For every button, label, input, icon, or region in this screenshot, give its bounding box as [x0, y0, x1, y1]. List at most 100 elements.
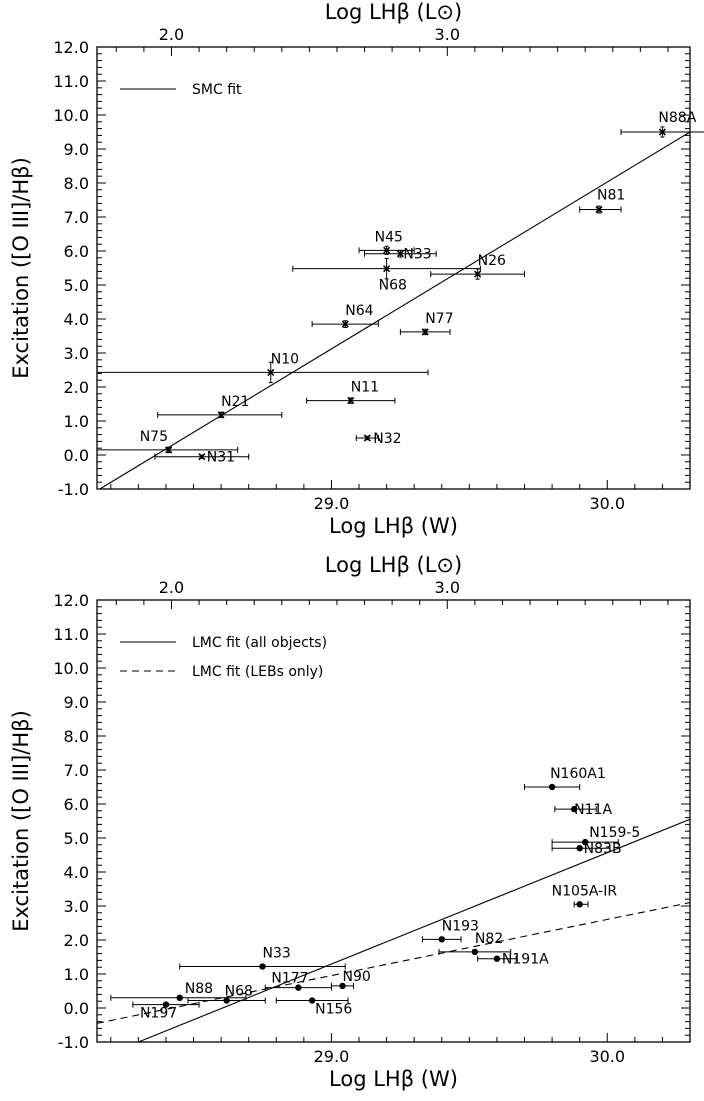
x2-tick-label: 2.0	[159, 25, 184, 44]
point-marker-dot	[576, 901, 583, 908]
point-label: N193	[442, 918, 479, 934]
data-point: N177	[264, 971, 332, 991]
y-axis-label: Excitation ([O III]/Hβ)	[9, 710, 33, 932]
data-point: N45	[358, 229, 415, 255]
x-axis-label: Log LHβ (W)	[329, 514, 458, 538]
point-label: N197	[140, 1006, 177, 1022]
legend-label: SMC fit	[192, 82, 242, 98]
x2-tick-label: 2.0	[159, 578, 184, 597]
data-point: N10	[96, 351, 429, 384]
lmc-excitation-chart: -1.0 0.0 1.0 2.0 3.0 4.0 5.0 6.0 7.0 8.0 9.0 10.0 11…	[9, 553, 691, 1091]
point-label: N83B	[584, 841, 622, 857]
data-point: N31	[154, 450, 250, 466]
y-tick-label: -1.0	[58, 1033, 89, 1052]
data-point: N68	[187, 984, 266, 1004]
data-point: N81	[579, 188, 625, 214]
y-tick-label: 3.0	[64, 344, 89, 363]
point-label: N68	[379, 278, 407, 294]
fit-line-solid	[138, 818, 690, 1042]
data-point: N156	[275, 997, 352, 1018]
point-label: N31	[207, 450, 235, 466]
data-point: N26	[430, 253, 526, 280]
point-marker-x	[347, 397, 355, 405]
point-label: N88A	[658, 110, 696, 126]
x2-tick-label: 3.0	[435, 578, 460, 597]
data-point: N197	[132, 1001, 200, 1022]
point-marker-dot	[176, 994, 183, 1001]
y-tick-label: 6.0	[64, 795, 89, 814]
data-point: N88A	[620, 110, 704, 138]
point-marker-x	[363, 434, 371, 442]
y-tick-label: -1.0	[58, 480, 89, 499]
point-label: N77	[425, 311, 453, 327]
y-tick-label: 8.0	[64, 174, 89, 193]
fit-line-solid	[98, 131, 690, 489]
fit-line-dashed	[97, 902, 690, 1024]
y-tick-label: 2.0	[64, 378, 89, 397]
data-point: N191A	[477, 952, 549, 968]
y-tick-label: 2.0	[64, 931, 89, 950]
data-point: N64	[311, 303, 379, 328]
y-tick-label: 9.0	[64, 693, 89, 712]
point-label: N68	[225, 984, 253, 1000]
x-tick-label: 30.0	[589, 494, 625, 513]
point-label: N33	[403, 247, 431, 263]
point-label: N156	[315, 1002, 352, 1018]
legend-label: LMC fit (LEBs only)	[192, 664, 323, 680]
plot-frame	[96, 599, 691, 1043]
point-marker-x	[198, 453, 206, 461]
y-tick-label: 11.0	[53, 625, 89, 644]
point-label: N26	[478, 253, 506, 269]
data-point: N83B	[551, 841, 622, 857]
y-tick-label: 5.0	[64, 276, 89, 295]
point-label: N33	[262, 946, 290, 962]
point-marker-x	[217, 411, 225, 419]
point-marker-dot	[339, 982, 346, 990]
x2-axis-label: Log LHβ (L⊙)	[325, 553, 462, 577]
point-label: N105A-IR	[552, 883, 618, 899]
data-point: N33	[364, 247, 437, 263]
legend-label: LMC fit (all objects)	[192, 635, 327, 651]
y-tick-label: 7.0	[64, 208, 89, 227]
point-marker-dot	[576, 845, 583, 852]
data-point: N193	[421, 918, 479, 943]
data-point: N88	[110, 981, 247, 1001]
x2-tick-label: 3.0	[435, 25, 460, 44]
point-label: N11	[351, 380, 379, 396]
y-tick-label: 10.0	[53, 106, 89, 125]
data-point: N32	[355, 431, 402, 447]
point-marker-dot	[308, 997, 316, 1004]
point-marker-dot	[162, 1001, 170, 1008]
x-tick-label: 30.0	[589, 1047, 625, 1066]
data-point: N82	[438, 931, 512, 956]
y-tick-label: 6.0	[64, 242, 89, 261]
y-tick-label: 0.0	[64, 999, 89, 1018]
data-point: N77	[399, 311, 454, 336]
point-marker-x	[267, 368, 275, 376]
point-marker-x	[165, 446, 173, 454]
point-label: N10	[271, 351, 299, 367]
point-label: N81	[597, 188, 625, 204]
point-label: N64	[345, 303, 373, 319]
plot-frame	[96, 46, 691, 490]
y-tick-label: 7.0	[64, 761, 89, 780]
point-label: N32	[373, 431, 401, 447]
data-point: N90	[330, 969, 371, 990]
point-marker-dot	[548, 783, 556, 791]
point-label: N21	[221, 394, 249, 410]
data-point: N21	[157, 394, 283, 419]
point-marker-dot	[438, 936, 445, 943]
point-label: N45	[375, 229, 403, 245]
y-tick-label: 8.0	[64, 727, 89, 746]
point-marker-dot	[259, 963, 266, 970]
point-marker-x	[421, 328, 429, 336]
point-marker-x	[383, 265, 391, 273]
point-marker-x	[474, 270, 482, 278]
y-tick-label: 5.0	[64, 829, 89, 848]
y-tick-label: 9.0	[64, 140, 89, 159]
y-tick-label: 12.0	[53, 38, 89, 57]
point-marker-x	[595, 205, 603, 214]
data-point: N33	[179, 946, 346, 970]
data-point: N68	[292, 257, 481, 294]
y-tick-label: 3.0	[64, 897, 89, 916]
